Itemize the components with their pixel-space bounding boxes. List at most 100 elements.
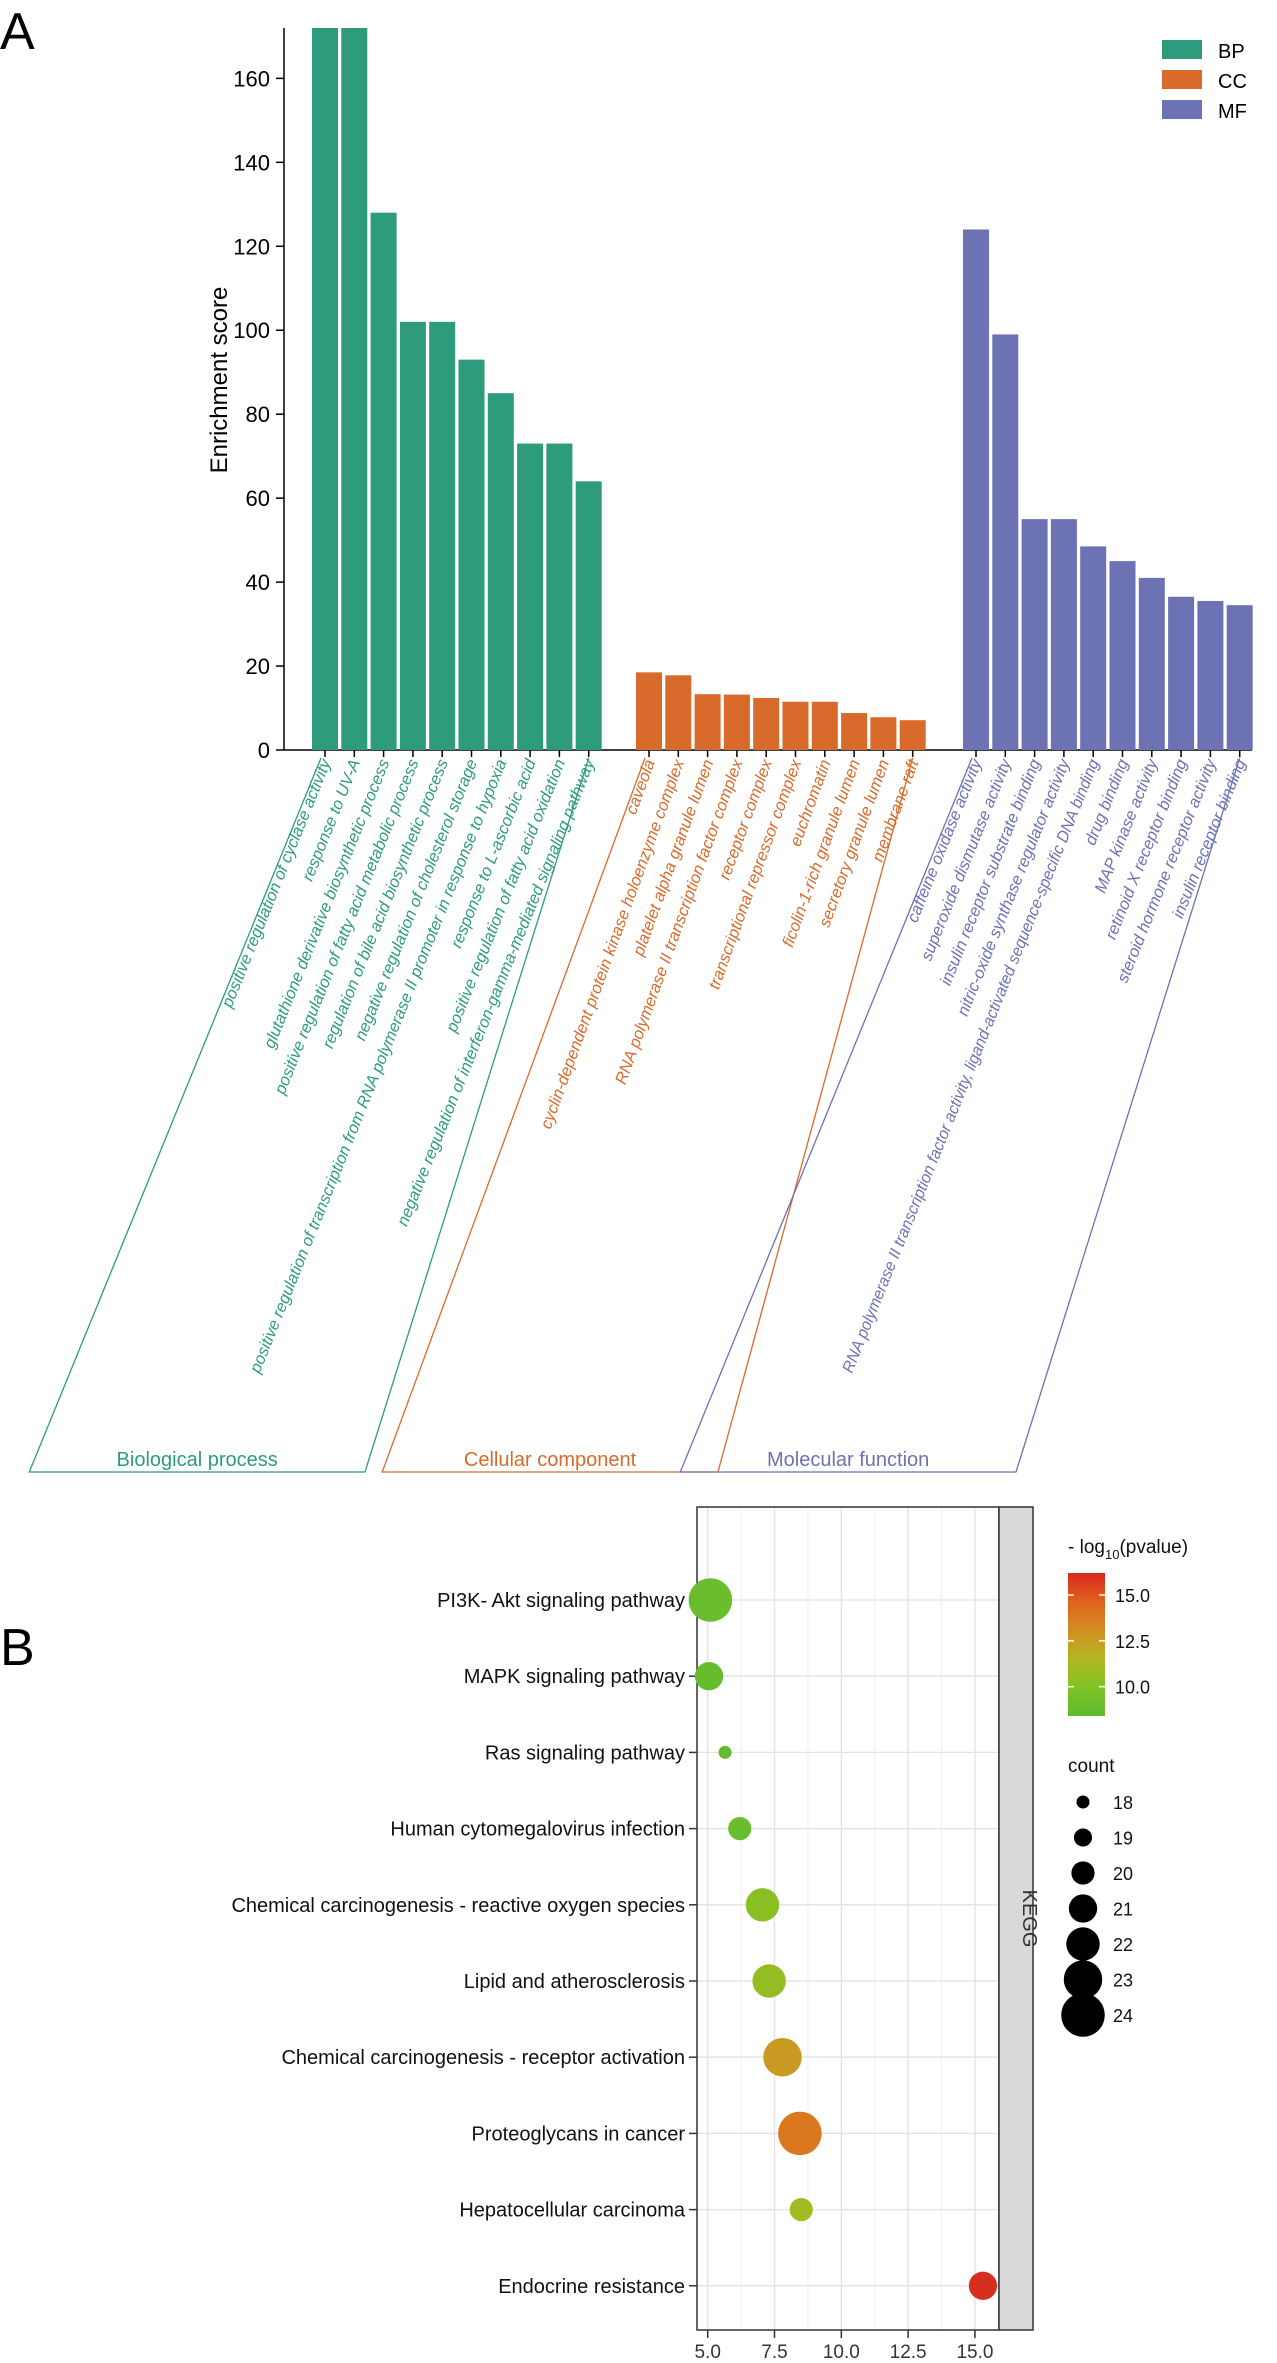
- color-title-prefix: - log: [1068, 1537, 1105, 1558]
- pathway-label: PI3K- Akt signaling pathway: [437, 1590, 685, 1612]
- bar-mf: [1080, 546, 1107, 750]
- legend-swatch-bp: [1162, 40, 1202, 59]
- legend-label-bp: BP: [1218, 41, 1245, 63]
- pathway-label: Chemical carcinogenesis - reactive oxyge…: [231, 1895, 685, 1917]
- bubble: [718, 1745, 732, 1759]
- bar-mf: [1050, 519, 1077, 750]
- color-title-suffix: (pvalue): [1119, 1537, 1188, 1558]
- colorbar: [1068, 1573, 1105, 1716]
- legend-swatch-cc: [1162, 70, 1202, 89]
- bubble: [789, 2198, 813, 2222]
- bubble: [968, 2271, 998, 2300]
- size-legend-bubble: [1063, 1960, 1103, 1999]
- bar-cc: [753, 697, 780, 750]
- group-bracket-bp: [28, 757, 590, 1473]
- bubble: [688, 1578, 733, 1622]
- y-tick-label: 140: [233, 150, 270, 175]
- colorbar-tick-label: 12.5: [1115, 1632, 1150, 1652]
- bubble: [763, 2037, 802, 2077]
- x-tick-label: 7.5: [761, 2342, 787, 2363]
- x-tick-label: 5.0: [694, 2342, 720, 2363]
- size-legend-label: 22: [1113, 1935, 1133, 1955]
- y-tick-label: 120: [233, 234, 270, 259]
- bar-bp: [370, 212, 397, 750]
- size-legend-bubble: [1071, 1861, 1095, 1885]
- group-label-mf: Molecular function: [767, 1449, 929, 1471]
- y-tick-label: 0: [258, 738, 270, 763]
- bubble: [745, 1888, 780, 1922]
- y-tick-label: 80: [246, 402, 270, 427]
- colorbar-tick-label: 15.0: [1115, 1586, 1150, 1606]
- colorbar-tick-label: 10.0: [1115, 1678, 1150, 1698]
- color-legend-title: - log10(pvalue): [1068, 1537, 1188, 1562]
- pathway-label: Hepatocellular carcinoma: [459, 2200, 686, 2222]
- size-legend-label: 20: [1113, 1864, 1133, 1884]
- bar-cc: [782, 701, 809, 750]
- bar-bp: [575, 481, 602, 750]
- bar-mf: [1168, 596, 1195, 750]
- bar-bp: [341, 28, 368, 750]
- bar-cc: [841, 713, 868, 750]
- x-tick-label: 10.0: [823, 2342, 860, 2363]
- size-legend-label: 23: [1113, 1971, 1133, 1991]
- bar-mf: [992, 334, 1019, 750]
- bar-bp: [399, 321, 426, 750]
- color-title-sub: 10: [1105, 1547, 1119, 1562]
- bar-bp: [312, 28, 338, 750]
- bubble: [778, 2111, 822, 2156]
- bar-bp: [487, 393, 514, 750]
- bar-cc: [811, 701, 838, 750]
- y-tick-label: 20: [246, 654, 270, 679]
- group-bracket-cc: [381, 757, 914, 1473]
- facet-label: KEGG: [1018, 1890, 1040, 1948]
- y-tick-label: 100: [233, 318, 270, 343]
- bubble: [752, 1964, 786, 1998]
- panel-b-label: B: [0, 1619, 35, 1677]
- pathway-label: Chemical carcinogenesis - receptor activ…: [281, 2047, 685, 2069]
- bar-cc: [870, 717, 897, 750]
- bar-cc: [723, 694, 750, 750]
- x-tick-label: 15.0: [956, 2342, 993, 2363]
- legend-label-cc: CC: [1218, 71, 1247, 93]
- size-legend-bubble: [1073, 1828, 1093, 1847]
- pathway-label: Human cytomegalovirus infection: [390, 1819, 685, 1841]
- y-tick-label: 160: [233, 66, 270, 91]
- bar-bp: [458, 359, 485, 750]
- size-legend-title: count: [1068, 1756, 1115, 1777]
- pathway-label: Endocrine resistance: [498, 2276, 685, 2298]
- bar-mf: [963, 229, 989, 750]
- bar-cc: [665, 675, 692, 750]
- pathway-label: Proteoglycans in cancer: [472, 2123, 686, 2145]
- size-legend-bubble: [1076, 1795, 1090, 1809]
- bar-bp: [429, 321, 456, 750]
- size-legend-label: 24: [1113, 2006, 1133, 2026]
- y-tick-label: 60: [246, 486, 270, 511]
- bar-mf: [1197, 600, 1224, 750]
- plot-background: [697, 1507, 999, 2330]
- size-legend-bubble: [1068, 1894, 1098, 1923]
- bar-cc: [899, 720, 926, 750]
- kegg-bubble-chart: KEGG PI3K- Akt signaling pathway MAPK sign…: [231, 1506, 1188, 2363]
- legend-label-mf: MF: [1218, 101, 1247, 123]
- y-tick-label: 40: [246, 570, 270, 595]
- pathway-label: Lipid and atherosclerosis: [464, 1971, 685, 1993]
- bubble: [728, 1817, 752, 1841]
- bar-cc: [636, 672, 662, 750]
- size-legend-label: 19: [1113, 1829, 1133, 1849]
- facet-strip: [998, 1506, 1034, 2331]
- bubble: [694, 1662, 724, 1691]
- bar-mf: [1021, 519, 1048, 750]
- group-bracket-mf: [679, 757, 1241, 1473]
- bar-mf: [1138, 577, 1165, 750]
- pathway-label: MAPK signaling pathway: [464, 1666, 685, 1688]
- legend-swatch-mf: [1162, 100, 1202, 119]
- size-legend-bubble: [1066, 1927, 1100, 1961]
- bar-bp: [546, 443, 573, 750]
- pathway-label: Ras signaling pathway: [485, 1742, 685, 1764]
- bar-mf: [1109, 561, 1136, 750]
- size-legend-label: 18: [1113, 1793, 1133, 1813]
- x-tick-label: 12.5: [890, 2342, 927, 2363]
- size-legend-label: 21: [1113, 1900, 1133, 1920]
